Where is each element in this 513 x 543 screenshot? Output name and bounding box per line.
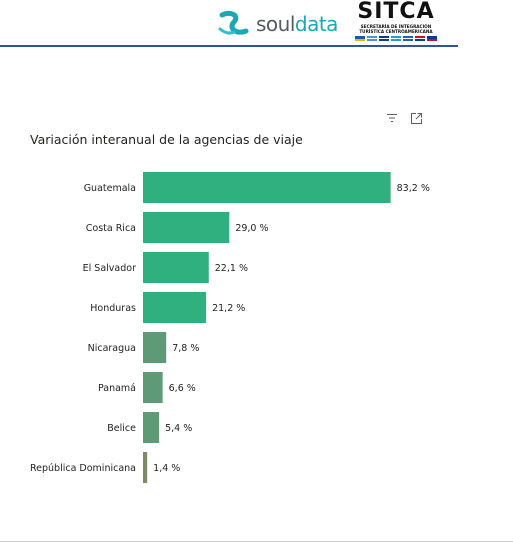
bar[interactable]: [143, 412, 160, 443]
souldata-wordmark: souldata: [256, 12, 338, 36]
visual-header-icons: [386, 112, 423, 125]
souldata-logo: souldata: [216, 9, 338, 39]
category-label: Nicaragua: [88, 343, 136, 354]
category-label: República Dominicana: [30, 463, 136, 474]
focus-mode-icon[interactable]: [410, 112, 423, 125]
header: souldata SITCA SECRETARÍA DE INTEGRACIÓN…: [0, 0, 513, 46]
filter-icon[interactable]: [386, 112, 398, 124]
value-label: 1,4 %: [153, 463, 180, 474]
header-divider: [0, 45, 458, 47]
sitca-title: SITCA: [357, 0, 435, 24]
flag-icon: [379, 36, 389, 42]
flag-icon: [403, 36, 413, 42]
value-label: 21,2 %: [212, 303, 245, 314]
bottom-divider: [0, 541, 513, 542]
value-label: 29,0 %: [235, 223, 268, 234]
value-label: 5,4 %: [165, 423, 192, 434]
flag-icon: [427, 36, 437, 41]
flags-row: [350, 36, 442, 42]
flag-icon: [355, 36, 365, 41]
value-label: 22,1 %: [215, 263, 248, 274]
category-label: El Salvador: [83, 263, 136, 274]
category-label: Guatemala: [84, 183, 136, 194]
bar[interactable]: [143, 332, 167, 363]
flag-icon: [391, 36, 401, 42]
category-label: Belice: [107, 423, 136, 434]
value-label: 7,8 %: [172, 343, 199, 354]
category-label: Costa Rica: [86, 223, 136, 234]
value-label: 83,2 %: [397, 183, 430, 194]
chart-title: Variación interanual de la agencias de v…: [30, 132, 303, 147]
bar[interactable]: [143, 292, 207, 323]
bar[interactable]: [143, 212, 230, 243]
sitca-subtitle-1: SECRETARÍA DE INTEGRACIÓN: [360, 24, 432, 29]
sitca-subtitle-2: TURÍSTICA CENTROAMERICANA: [359, 29, 433, 34]
bar[interactable]: [143, 372, 163, 403]
bar-chart: Guatemala 83,2 % Costa Rica 29,0 % El Salvad…: [30, 172, 430, 483]
bar[interactable]: [143, 452, 148, 483]
sitca-logo: SITCA SECRETARÍA DE INTEGRACIÓN TURÍSTIC…: [350, 0, 442, 42]
bar[interactable]: [143, 172, 391, 203]
value-label: 6,6 %: [169, 383, 196, 394]
category-label: Honduras: [90, 303, 136, 314]
flag-icon: [367, 36, 377, 42]
category-label: Panamá: [98, 383, 136, 394]
bar[interactable]: [143, 252, 209, 283]
flag-icon: [415, 36, 425, 42]
souldata-mark-icon: [218, 10, 249, 35]
